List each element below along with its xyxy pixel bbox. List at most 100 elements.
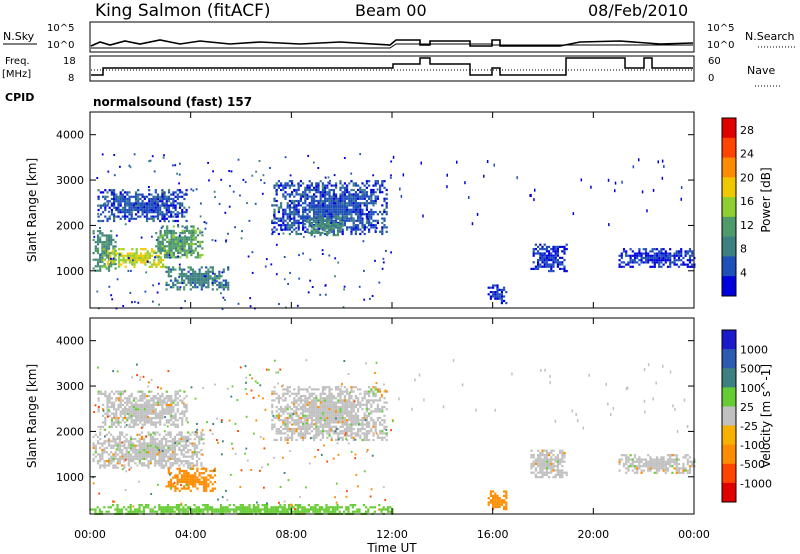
- echo-cell: [559, 462, 562, 465]
- echo-cell: [149, 449, 152, 452]
- echo-cell: [291, 226, 294, 229]
- echo-cell: [103, 249, 106, 252]
- echo-cell: [354, 206, 357, 209]
- echo-cell: [99, 460, 102, 463]
- echo-cell: [143, 406, 146, 409]
- echo-cell: [352, 226, 355, 229]
- echo-cell: [625, 462, 628, 466]
- echo-region: [303, 216, 344, 237]
- echo-cell: [363, 390, 366, 393]
- echo-cell: [207, 286, 210, 289]
- echo-cell: [154, 197, 157, 201]
- echo-cell: [116, 446, 119, 449]
- echo-cell: [169, 480, 173, 484]
- echo-cell: [636, 252, 639, 255]
- echo-cell: [156, 414, 160, 417]
- noise-cell: [153, 202, 156, 205]
- echo-cell: [286, 193, 289, 196]
- echo-cell: [271, 403, 274, 406]
- echo-cell: [121, 390, 124, 393]
- noise-cell: [213, 190, 216, 193]
- echo-cell: [152, 401, 155, 404]
- echo-cell: [341, 213, 344, 216]
- echo-cell: [326, 210, 329, 214]
- echo-cell: [136, 508, 139, 511]
- echo-cell: [359, 219, 362, 222]
- echo-cell: [563, 250, 566, 253]
- echo-cell: [304, 230, 307, 233]
- echo-cell: [350, 217, 353, 220]
- echo-cell: [372, 224, 375, 227]
- echo-cell: [556, 465, 559, 468]
- echo-cell: [649, 467, 652, 470]
- echo-cell: [330, 227, 333, 230]
- echo-cell: [346, 399, 349, 402]
- echo-cell: [321, 392, 324, 395]
- echo-cell: [124, 213, 127, 216]
- echo-cell: [352, 219, 355, 222]
- echo-cell: [328, 182, 331, 185]
- echo-cell: [315, 213, 318, 216]
- echo-cell: [556, 456, 559, 459]
- y-tick-label: 2000: [56, 219, 84, 232]
- echo-cell: [291, 224, 294, 227]
- echo-cell: [176, 401, 179, 404]
- echo-cell: [115, 412, 118, 415]
- echo-cell: [154, 397, 157, 400]
- echo-cell: [141, 417, 144, 420]
- echo-cell: [489, 499, 492, 502]
- echo-cell: [563, 248, 566, 251]
- echo-cell: [315, 186, 318, 189]
- echo-cell: [103, 449, 106, 452]
- echo-cell: [295, 423, 298, 426]
- echo-cell: [118, 438, 122, 441]
- echo-cell: [317, 430, 320, 433]
- echo-cell: [370, 430, 373, 433]
- echo-cell: [114, 508, 117, 511]
- echo-cell: [168, 243, 171, 246]
- noise-cell: [402, 173, 405, 177]
- noise-cell: [225, 240, 227, 243]
- echo-cell: [357, 208, 360, 211]
- echo-cell: [126, 408, 129, 411]
- echo-cell: [385, 438, 388, 442]
- echo-cell: [99, 438, 102, 441]
- echo-cell: [122, 259, 125, 262]
- echo-cell: [97, 208, 100, 212]
- echo-cell: [642, 248, 645, 251]
- echo-cell: [666, 462, 670, 466]
- noise-cell: [220, 178, 223, 181]
- echo-cell: [640, 460, 643, 463]
- echo-cell: [159, 412, 162, 415]
- y-tick-label: 4000: [56, 129, 84, 142]
- echo-cell: [134, 417, 138, 420]
- echo-cell: [324, 208, 327, 211]
- echo-cell: [350, 397, 353, 400]
- echo-cell: [332, 412, 335, 415]
- echo-cell: [339, 227, 342, 230]
- echo-cell: [110, 204, 113, 207]
- echo-cell: [180, 469, 184, 473]
- echo-cell: [284, 182, 287, 185]
- echo-cell: [372, 184, 375, 187]
- echo-cell: [629, 261, 632, 264]
- echo-cell: [92, 457, 95, 460]
- echo-cell: [352, 188, 355, 192]
- echo-cell: [282, 432, 285, 435]
- echo-cell: [114, 451, 117, 454]
- echo-cell: [492, 505, 495, 508]
- echo-cell: [534, 243, 537, 246]
- echo-cell: [275, 204, 278, 207]
- echo-cell: [620, 252, 623, 255]
- echo-cell: [341, 223, 344, 226]
- echo-cell: [157, 259, 160, 262]
- echo-cell: [104, 202, 107, 205]
- noise-cell: [378, 281, 381, 284]
- echo-cell: [291, 217, 294, 220]
- echo-cell: [99, 464, 102, 467]
- echo-cell: [128, 219, 131, 223]
- echo-cell: [96, 462, 100, 465]
- echo-cell: [539, 456, 542, 459]
- echo-cell: [343, 405, 346, 409]
- echo-cell: [104, 417, 107, 420]
